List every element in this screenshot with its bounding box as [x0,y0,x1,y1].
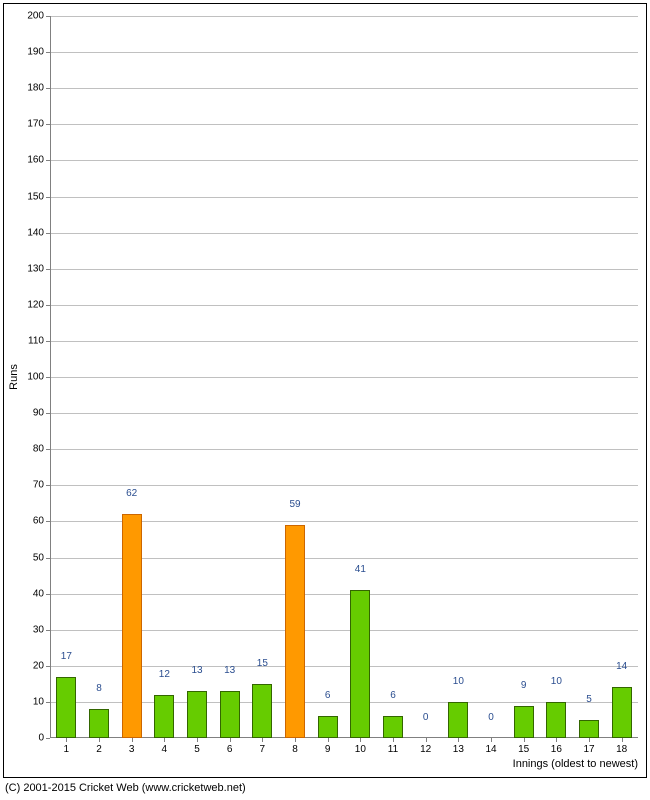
y-tick-label: 40 [33,588,50,599]
bar-value-label: 10 [551,676,562,689]
gridline [50,305,638,306]
bar-value-label: 14 [616,661,627,674]
x-tick-label: 15 [518,738,529,755]
y-tick-label: 50 [33,552,50,563]
gridline [50,341,638,342]
x-axis-title: Innings (oldest to newest) [513,758,638,770]
bar-value-label: 17 [61,651,72,664]
bar [285,525,305,738]
bar [612,687,632,738]
x-tick-label: 5 [194,738,200,755]
y-tick-label: 90 [33,408,50,419]
y-tick-label: 80 [33,444,50,455]
y-tick-label: 30 [33,624,50,635]
y-tick-label: 120 [27,299,50,310]
gridline [50,124,638,125]
y-tick-label: 140 [27,227,50,238]
y-tick-label: 150 [27,191,50,202]
x-tick-label: 14 [485,738,496,755]
bar [56,677,76,738]
y-tick-label: 110 [28,335,50,346]
x-tick-label: 18 [616,738,627,755]
bar-value-label: 9 [521,680,527,693]
gridline [50,377,638,378]
chart-frame: 0102030405060708090100110120130140150160… [0,0,650,800]
y-tick-label: 60 [33,516,50,527]
bar [383,716,403,738]
y-tick-label: 70 [33,480,50,491]
gridline [50,269,638,270]
x-tick-label: 4 [162,738,168,755]
gridline [50,449,638,450]
x-tick-label: 9 [325,738,331,755]
x-tick-label: 10 [355,738,366,755]
x-tick-label: 6 [227,738,233,755]
y-tick-label: 170 [27,119,50,130]
y-axis-title: Runs [8,364,20,390]
bar [350,590,370,738]
gridline [50,233,638,234]
y-tick-label: 200 [27,11,50,22]
y-tick-label: 160 [27,155,50,166]
y-tick-label: 100 [27,372,50,383]
y-tick-label: 0 [38,733,50,744]
x-tick-label: 3 [129,738,135,755]
y-axis-line [50,16,51,738]
bar-value-label: 0 [488,712,494,725]
bar-value-label: 5 [586,694,592,707]
x-tick-label: 8 [292,738,298,755]
bar [318,716,338,738]
y-tick-label: 20 [33,660,50,671]
gridline [50,485,638,486]
bar [579,720,599,738]
bar-value-label: 41 [355,564,366,577]
bar-value-label: 12 [159,669,170,682]
gridline [50,52,638,53]
bar [252,684,272,738]
bar-value-label: 13 [224,665,235,678]
gridline [50,413,638,414]
plot-area: 0102030405060708090100110120130140150160… [50,16,638,738]
bar-value-label: 15 [257,658,268,671]
x-tick-label: 13 [453,738,464,755]
bar [89,709,109,738]
x-tick-label: 12 [420,738,431,755]
x-tick-label: 17 [583,738,594,755]
x-tick-label: 2 [96,738,102,755]
bar [187,691,207,738]
gridline [50,197,638,198]
bar [514,706,534,738]
bar [122,514,142,738]
bar-value-label: 59 [289,499,300,512]
bar-value-label: 6 [325,690,331,703]
x-tick-label: 7 [260,738,266,755]
gridline [50,88,638,89]
gridline [50,160,638,161]
y-tick-label: 180 [27,83,50,94]
bar-value-label: 62 [126,488,137,501]
y-tick-label: 130 [27,263,50,274]
x-tick-label: 1 [64,738,70,755]
bar-value-label: 8 [96,683,102,696]
bar [546,702,566,738]
x-tick-label: 16 [551,738,562,755]
y-tick-label: 190 [27,47,50,58]
bar-value-label: 0 [423,712,429,725]
y-tick-label: 10 [33,696,50,707]
bar [154,695,174,738]
x-tick-label: 11 [388,738,398,755]
bar-value-label: 10 [453,676,464,689]
chart-footer: (C) 2001-2015 Cricket Web (www.cricketwe… [5,782,246,794]
bar [220,691,240,738]
gridline [50,16,638,17]
bar-value-label: 6 [390,690,396,703]
bar [448,702,468,738]
bar-value-label: 13 [191,665,202,678]
